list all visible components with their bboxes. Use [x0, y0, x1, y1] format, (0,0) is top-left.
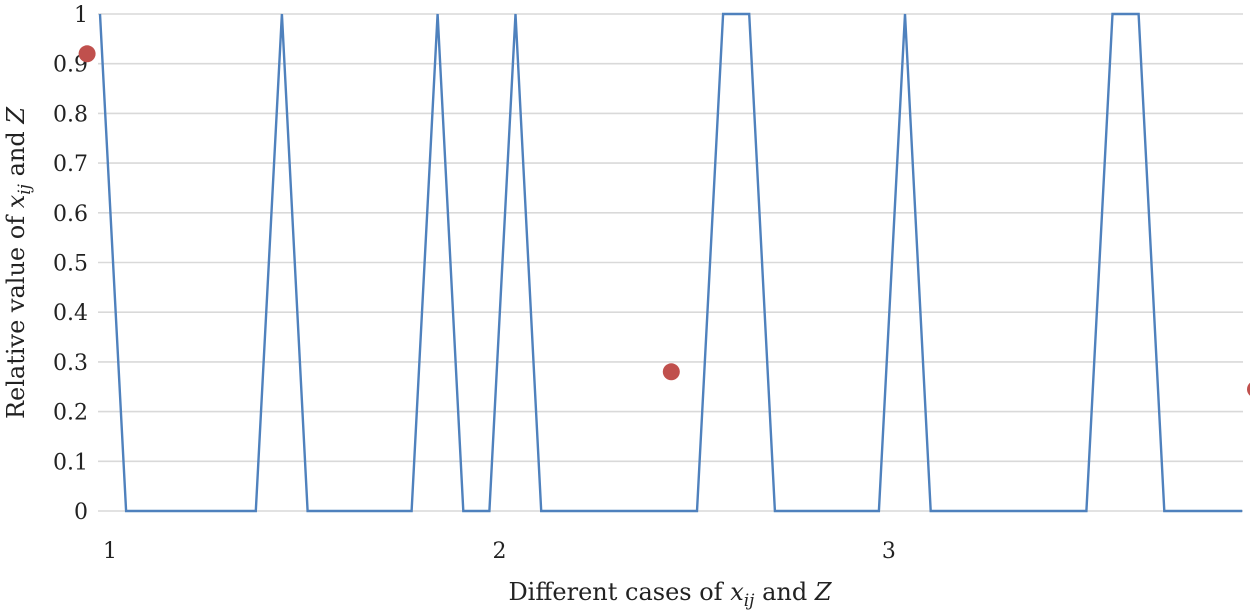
y-tick-label: 0.8: [53, 102, 88, 127]
y-tick-label: 0.4: [53, 301, 88, 326]
x-tick-label: 2: [492, 539, 506, 564]
x-axis-title-var: x: [730, 578, 744, 606]
scatter-point: [78, 45, 96, 63]
x-axis-title-suffix: and: [754, 578, 814, 606]
y-axis-title-sub: ij: [15, 183, 35, 194]
x-axis-title: Different cases of xij and Z: [508, 578, 832, 611]
y-axis-title-var: x: [2, 194, 30, 208]
x-axis-title-sub: ij: [744, 591, 755, 611]
y-tick-label: 0.2: [53, 401, 88, 426]
x-tick-label: 3: [882, 539, 896, 564]
y-tick-label: 0.3: [53, 351, 88, 376]
gridlines: [98, 13, 1243, 512]
series-line: [98, 12, 1243, 513]
y-axis-title-prefix: Relative value of: [2, 208, 30, 419]
y-tick-label: 0.1: [53, 450, 88, 475]
y-axis-title-suffix: and: [2, 124, 30, 184]
series-layer: [78, 12, 1250, 513]
scatter-point: [1247, 382, 1250, 396]
y-tick-labels: 00.10.20.30.40.50.60.70.80.91: [53, 3, 88, 525]
x-axis-title-var2: Z: [814, 578, 833, 606]
y-tick-label: 0.5: [53, 252, 88, 277]
x-tick-label: 1: [103, 539, 117, 564]
y-axis-title: Relative value of xij and Z: [2, 106, 35, 419]
y-tick-label: 1: [74, 3, 88, 28]
y-tick-label: 0: [74, 500, 88, 525]
y-tick-label: 0.6: [53, 202, 88, 227]
x-axis-title-prefix: Different cases of: [508, 578, 730, 606]
x-tick-labels: 1 2 3: [103, 539, 896, 564]
scatter-point: [662, 363, 680, 381]
y-tick-label: 0.7: [53, 152, 88, 177]
y-axis-title-var2: Z: [2, 106, 30, 125]
